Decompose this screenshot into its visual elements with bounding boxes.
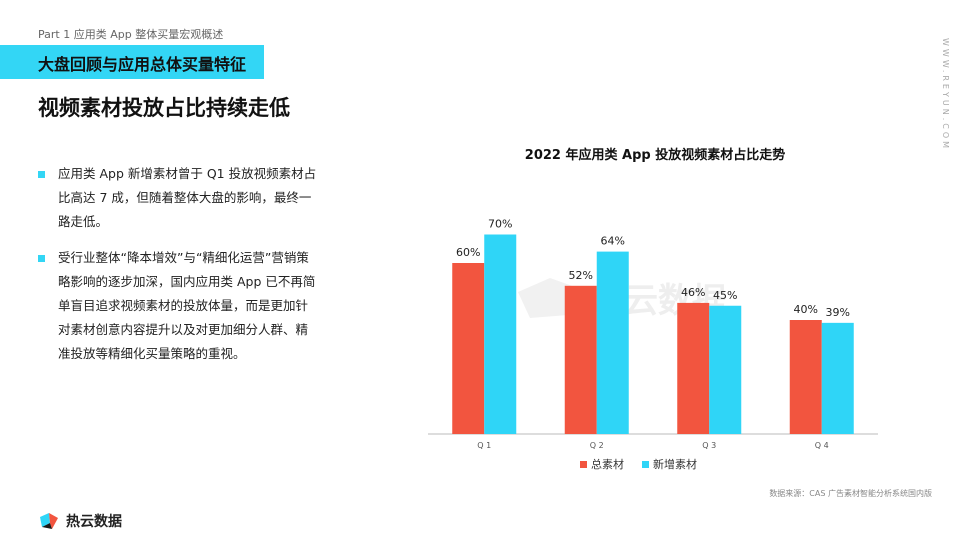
- page-title: 视频素材投放占比持续走低: [38, 96, 290, 120]
- bullet-square-icon: [38, 171, 45, 178]
- bullet-text: 受行业整体“降本增效”与“精细化运营”营销策略影响的逐步加深，国内应用类 App…: [58, 250, 316, 361]
- bar-total-4: [789, 320, 822, 434]
- legend-swatch: [642, 461, 649, 468]
- section-title: 大盘回顾与应用总体买量特征: [38, 55, 247, 74]
- bullet-list: 应用类 App 新增素材曾于 Q1 投放视频素材占比高达 7 成，但随着整体大盘…: [38, 162, 320, 378]
- bullet-square-icon: [38, 255, 45, 262]
- data-label: 39%: [826, 306, 850, 319]
- data-label: 70%: [488, 218, 512, 231]
- data-label: 64%: [601, 235, 625, 248]
- section-bar: [0, 45, 264, 79]
- bar-new-4: [821, 322, 854, 434]
- side-url: WWW.REYUN.COM: [941, 38, 950, 152]
- bar-new-1: [484, 234, 517, 434]
- source-note: 数据来源：CAS 广告素材智能分析系统国内版: [769, 489, 932, 498]
- bullet-item: 应用类 App 新增素材曾于 Q1 投放视频素材占比高达 7 成，但随着整体大盘…: [38, 162, 320, 234]
- data-label: 52%: [569, 269, 593, 282]
- logo-icon: [40, 513, 58, 529]
- bullet-text: 应用类 App 新增素材曾于 Q1 投放视频素材占比高达 7 成，但随着整体大盘…: [58, 166, 317, 229]
- logo-text: 热云数据: [66, 514, 122, 530]
- data-label: 60%: [456, 246, 480, 259]
- legend-swatch: [580, 461, 587, 468]
- data-label: 40%: [794, 303, 818, 316]
- part-label: Part 1 应用类 App 整体买量宏观概述: [38, 28, 224, 41]
- legend-label: 总素材: [591, 457, 624, 471]
- bullet-item: 受行业整体“降本增效”与“精细化运营”营销策略影响的逐步加深，国内应用类 App…: [38, 246, 320, 366]
- bar-total-3: [677, 302, 710, 434]
- brand-logo: 热云数据: [38, 511, 122, 531]
- bar-total-1: [452, 263, 485, 434]
- chart-title: 2022 年应用类 App 投放视频素材占比走势: [524, 148, 786, 163]
- x-tick-label: Q 3: [702, 441, 716, 450]
- bar-total-2: [564, 285, 597, 434]
- x-tick-label: Q 4: [815, 441, 829, 450]
- bar-new-2: [596, 251, 629, 434]
- x-tick-label: Q 1: [477, 441, 491, 450]
- legend-label: 新增素材: [653, 457, 697, 471]
- data-label: 45%: [713, 289, 737, 302]
- watermark-logo-icon: [518, 278, 578, 318]
- x-tick-label: Q 2: [590, 441, 604, 450]
- data-label: 46%: [681, 286, 705, 299]
- bar-new-3: [709, 305, 742, 434]
